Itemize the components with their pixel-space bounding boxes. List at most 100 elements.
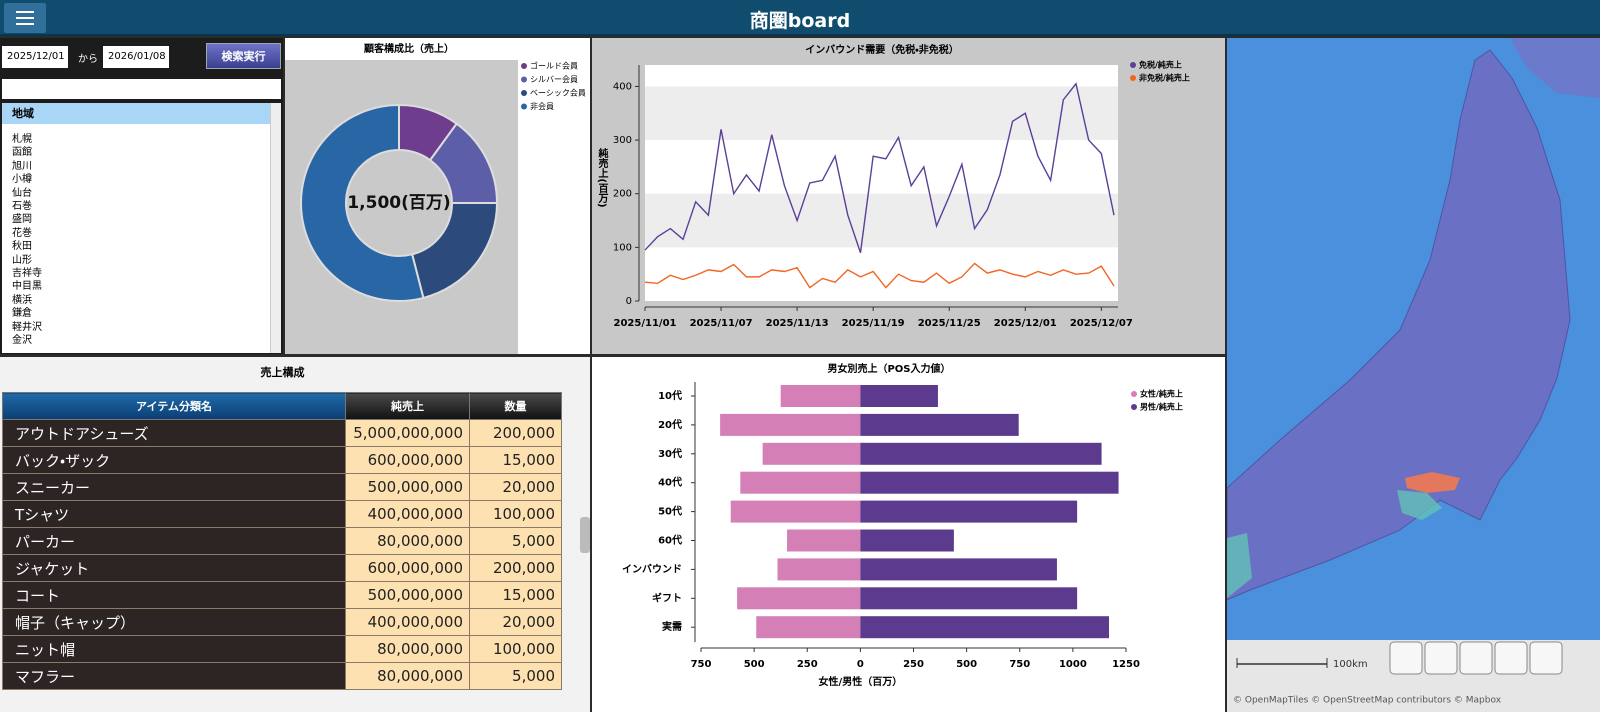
value-cell: 500,000,000 xyxy=(345,581,470,609)
y-tick-label: 0 xyxy=(626,296,632,307)
bar xyxy=(860,385,938,407)
list-item[interactable]: 盛岡 xyxy=(12,214,32,226)
sales-table: アイテム分類名 純売上 数量 アウトドアシューズ 5,000,000,000 200,00… xyxy=(2,392,562,690)
legend-swatch xyxy=(521,90,527,96)
app-title: 商圏board xyxy=(749,10,851,32)
list-item[interactable]: 鎌倉 xyxy=(12,308,32,320)
list-item[interactable]: 札幌 xyxy=(12,134,32,145)
category-label: 60代 xyxy=(658,534,682,547)
value-cell: 400,000,000 xyxy=(345,500,470,528)
highlight-region xyxy=(1397,490,1442,520)
value-cell: 600,000,000 xyxy=(345,554,470,582)
table-row: ニット帽 80,000,000 100,000 xyxy=(2,635,562,663)
column-header: 数量 xyxy=(469,392,562,420)
legend-label: ゴールド会員 xyxy=(530,61,578,71)
x-tick-label: 750 xyxy=(1009,659,1030,670)
collapse-handle[interactable] xyxy=(580,517,590,553)
legend-swatch xyxy=(1130,62,1136,68)
name-cell: バック・ザック xyxy=(2,446,346,474)
tool-button[interactable] xyxy=(1424,641,1458,675)
tool-button[interactable] xyxy=(1494,641,1528,675)
list-item[interactable]: 金沢 xyxy=(12,335,32,346)
list-item[interactable]: 中目黒 xyxy=(12,281,42,293)
x-tick-label: 2025/11/19 xyxy=(842,318,905,329)
filter-panel: 2025/12/01 から 2026/01/08 検索実行 地域 札幌 函館 旭川小… xyxy=(0,38,283,354)
bar xyxy=(860,471,1119,494)
legend-swatch xyxy=(1131,404,1137,410)
y-tick-label: 400 xyxy=(613,81,632,92)
attribution: © OpenMapTiles © OpenStreetMap contribut… xyxy=(1233,696,1502,706)
land xyxy=(1510,38,1600,98)
table-title: 売上構成 xyxy=(260,366,305,379)
x-tick-label: 0 xyxy=(857,659,864,670)
value-cell: 5,000 xyxy=(469,662,562,690)
menu-button[interactable] xyxy=(4,3,46,33)
tool-button[interactable] xyxy=(1529,641,1563,675)
list-item[interactable]: 花巻 xyxy=(12,227,32,239)
start-date[interactable]: 2025/12/01 xyxy=(2,46,68,68)
category-label: ギフト xyxy=(652,591,682,604)
x-tick-label: 500 xyxy=(956,659,977,670)
legend-bg xyxy=(518,60,590,354)
search-button[interactable]: 検索実行 xyxy=(206,43,281,69)
list-item[interactable]: 山形 xyxy=(12,254,32,266)
bar xyxy=(860,529,954,552)
y-tick-label: 200 xyxy=(613,189,632,200)
list-item[interactable]: 吉祥寺 xyxy=(12,268,42,279)
list-item[interactable]: 軽井沢 xyxy=(12,321,42,333)
tool-button[interactable] xyxy=(1389,641,1423,675)
bar xyxy=(860,500,1078,523)
list-item[interactable]: 仙台 xyxy=(12,187,32,199)
legend-swatch xyxy=(521,103,527,110)
list-item[interactable]: 石巻 xyxy=(12,201,32,212)
value-cell: 15,000 xyxy=(469,446,562,474)
value-cell: 80,000,000 xyxy=(345,527,470,555)
list-item[interactable]: 函館 xyxy=(12,147,32,159)
x-tick-label: 250 xyxy=(903,659,924,670)
value-cell: 100,000 xyxy=(469,635,562,663)
list-item[interactable]: 秋田 xyxy=(12,241,32,253)
table-row: Tシャツ 400,000,000 100,000 xyxy=(2,500,562,528)
table-row: コート 500,000,000 15,000 xyxy=(2,581,562,609)
category-label: 50代 xyxy=(658,505,682,518)
value-cell: 200,000 xyxy=(469,419,562,447)
x-tick-label: 2025/11/13 xyxy=(766,318,829,329)
x-tick-label: 2025/11/07 xyxy=(690,318,753,329)
date-separator: から xyxy=(78,54,98,65)
table-row: バック・ザック 600,000,000 15,000 xyxy=(2,446,562,474)
header: 商圏board xyxy=(0,0,1600,36)
bar xyxy=(860,587,1078,610)
bar xyxy=(860,616,1109,639)
x-tick-label: 2025/11/01 xyxy=(614,318,677,329)
name-cell: マフラー xyxy=(2,662,346,690)
name-cell: Tシャツ xyxy=(2,500,346,528)
x-tick-label: 2025/12/01 xyxy=(994,318,1057,329)
name-cell: アウトドアシューズ xyxy=(2,419,346,447)
scrollbar[interactable] xyxy=(270,103,281,353)
table-row: パーカー 80,000,000 5,000 xyxy=(2,527,562,555)
text-input[interactable] xyxy=(2,79,281,99)
list-item[interactable]: 小樽 xyxy=(12,174,32,186)
list-item[interactable]: 横浜 xyxy=(12,294,32,306)
list-item[interactable]: 旭川 xyxy=(12,160,32,172)
table-panel: 売上構成 アイテム分類名 純売上 数量 アウトドアシューズ 5,000,000,000 2… xyxy=(0,357,590,712)
legend-label: 非会員 xyxy=(530,101,554,111)
value-cell: 15,000 xyxy=(469,581,562,609)
region-list: 地域 札幌 函館 旭川 小樽 仙台 石巻 盛岡 花巻 秋田 山形 吉祥寺 中目黒 横浜 鎌倉 軽井沢 金沢 xyxy=(2,103,281,353)
line-chart: インバウンド需要（免税・非免税） 0 100 200 300 400 2025/11/01 2… xyxy=(592,38,1225,354)
legend-label: 女性/純売上 xyxy=(1140,389,1183,399)
butterfly-chart: 男女別売上（POS入力値） 10代 20代 30代 40代 50代 60代インバウンドギフト… xyxy=(592,357,1225,712)
bar xyxy=(730,500,861,523)
value-cell: 600,000,000 xyxy=(345,446,470,474)
bar xyxy=(762,442,861,465)
tool-button[interactable] xyxy=(1459,641,1493,675)
chart-title: 男女別売上（POS入力値） xyxy=(827,362,950,375)
end-date[interactable]: 2026/01/08 xyxy=(103,46,169,68)
y-axis-label: 純売上(百万) xyxy=(596,147,609,207)
table-row: マフラー 80,000,000 5,000 xyxy=(2,662,562,690)
bar xyxy=(787,529,861,552)
y-tick-label: 100 xyxy=(613,242,632,253)
table-row: スニーカー 500,000,000 20,000 xyxy=(2,473,562,501)
legend-label: 男性/純売上 xyxy=(1140,402,1183,412)
